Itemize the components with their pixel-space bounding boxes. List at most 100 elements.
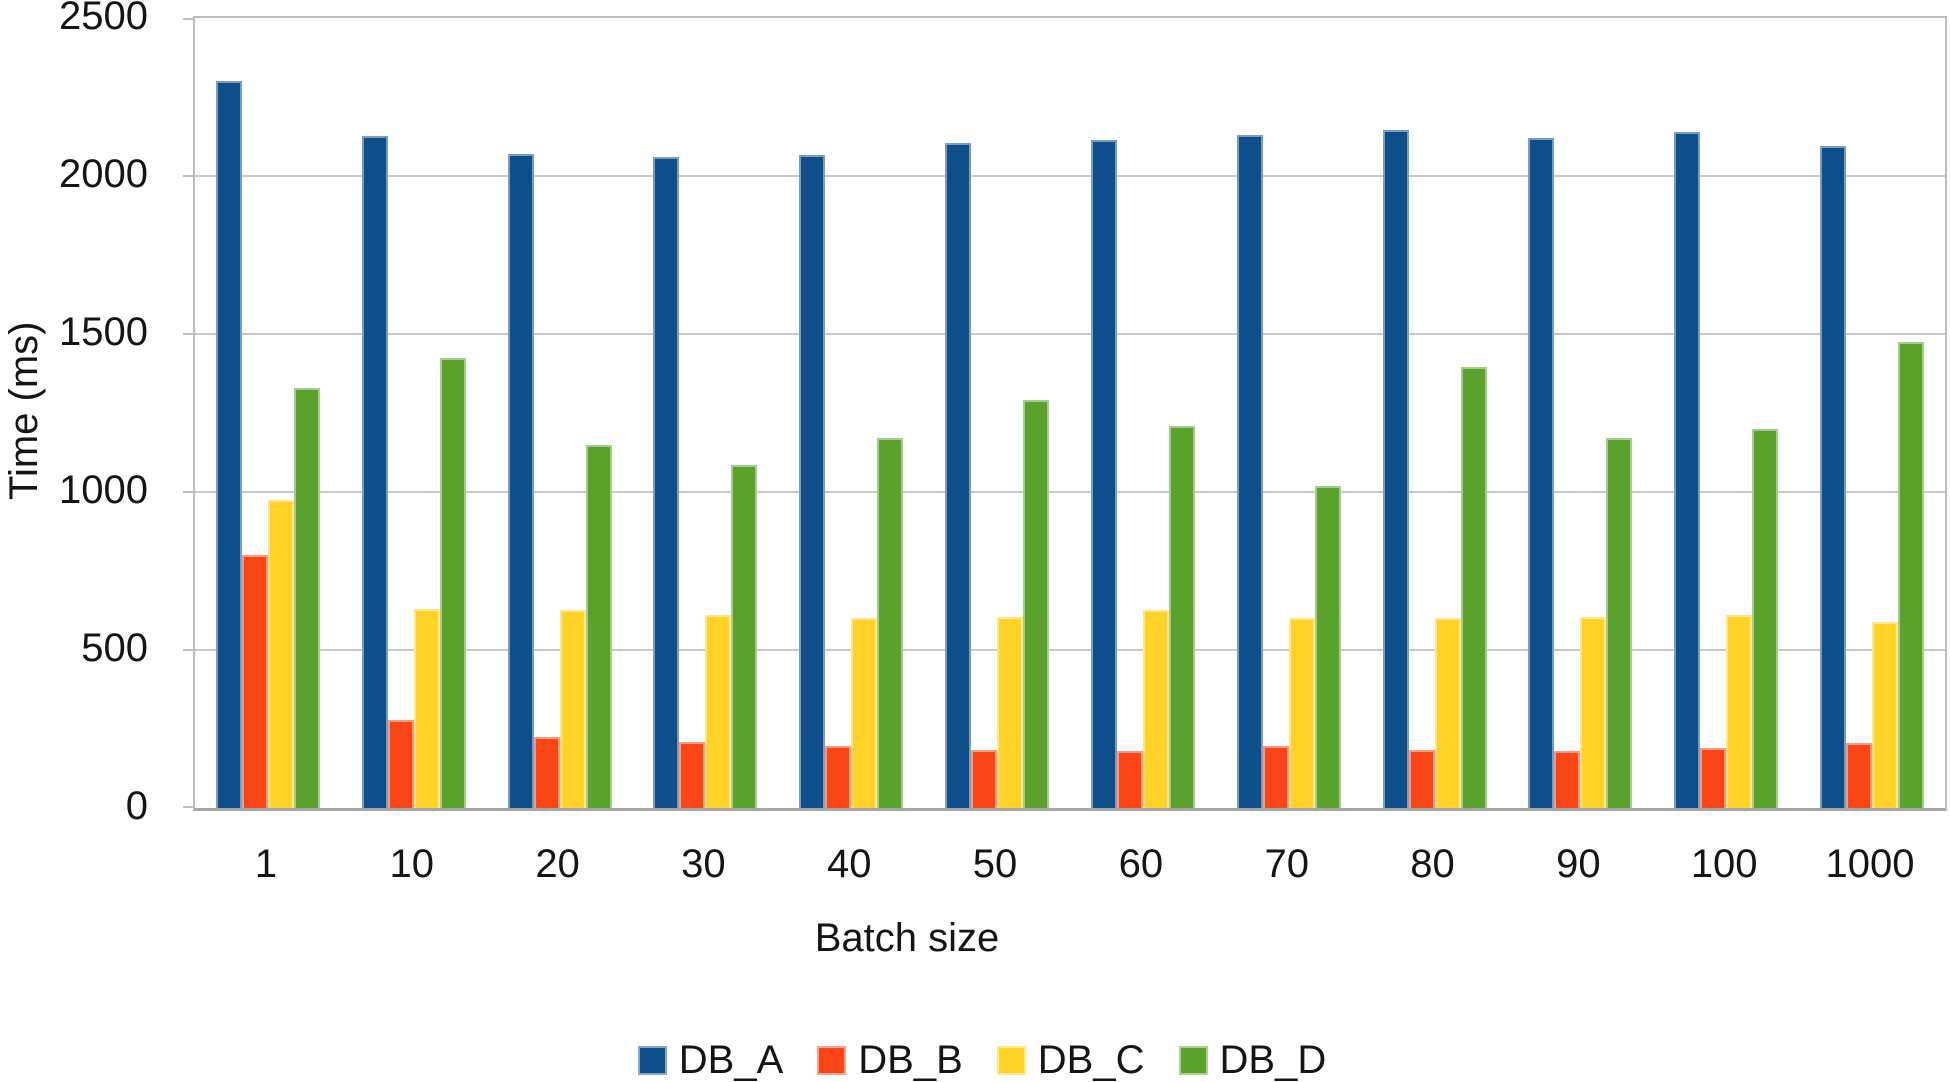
gridline <box>195 649 1945 651</box>
bar-DB_B-100 <box>1700 748 1727 808</box>
bar-DB_D-60 <box>1168 426 1195 808</box>
x-tick-label: 1000 <box>1825 842 1915 886</box>
bar-DB_C-10 <box>413 609 440 808</box>
y-tick-label: 500 <box>81 626 148 670</box>
y-tick-mark <box>183 649 195 651</box>
bar-group-80 <box>1362 18 1508 808</box>
legend-item-DB_D: DB_D <box>1178 1038 1327 1082</box>
bar-DB_D-1000 <box>1898 342 1925 808</box>
bar-DB_B-20 <box>533 737 560 808</box>
bar-DB_A-90 <box>1528 138 1555 808</box>
bar-DB_A-100 <box>1674 132 1701 808</box>
bar-DB_C-80 <box>1434 618 1461 808</box>
bar-group-1 <box>195 18 341 808</box>
bar-DB_A-1000 <box>1820 146 1847 808</box>
legend-item-DB_C: DB_C <box>996 1038 1145 1082</box>
y-tick-label: 2500 <box>59 0 148 38</box>
bar-DB_C-20 <box>559 610 586 808</box>
bar-DB_D-30 <box>731 465 758 808</box>
x-tick-label: 40 <box>826 842 872 886</box>
x-tick-label: 1 <box>254 842 278 886</box>
legend-label: DB_C <box>1037 1038 1145 1082</box>
legend-swatch-icon <box>996 1045 1026 1075</box>
bar-group-60 <box>1070 18 1216 808</box>
bar-DB_B-1000 <box>1846 743 1873 808</box>
bar-DB_B-50 <box>971 750 998 808</box>
bar-DB_A-1 <box>215 81 242 808</box>
y-tick-mark <box>183 806 195 808</box>
legend: DB_A DB_B DB_C DB_D <box>7 1038 1950 1082</box>
x-tick-label: 60 <box>1118 842 1164 886</box>
bar-DB_B-80 <box>1408 750 1435 808</box>
legend-item-DB_B: DB_B <box>817 1038 963 1082</box>
bar-DB_B-70 <box>1262 746 1289 808</box>
bar-group-100 <box>1653 18 1799 808</box>
legend-swatch-icon <box>1178 1045 1208 1075</box>
bar-DB_C-1 <box>267 500 294 808</box>
bar-DB_B-40 <box>825 746 852 808</box>
y-tick-mark <box>183 333 195 335</box>
x-tick-label: 10 <box>389 842 434 886</box>
legend-label: DB_B <box>858 1038 963 1082</box>
bar-DB_A-50 <box>945 143 972 808</box>
bar-DB_B-1 <box>241 555 268 808</box>
bar-DB_C-70 <box>1288 618 1315 808</box>
gridline <box>195 175 1945 177</box>
bar-DB_A-60 <box>1090 140 1117 808</box>
gridline <box>195 491 1945 493</box>
x-tick-label: 30 <box>681 842 726 886</box>
bar-group-40 <box>778 18 924 808</box>
x-axis-title: Batch size <box>814 916 1000 960</box>
bar-DB_C-1000 <box>1872 622 1899 808</box>
bar-DB_B-10 <box>387 720 414 808</box>
gridline <box>195 333 1945 335</box>
bar-DB_B-30 <box>679 742 706 808</box>
bar-group-70 <box>1216 18 1362 808</box>
bar-DB_B-60 <box>1116 751 1143 808</box>
bar-groups <box>195 18 1945 808</box>
bar-DB_A-30 <box>653 157 680 808</box>
legend-swatch-icon <box>817 1045 847 1075</box>
bar-group-1000 <box>1799 18 1945 808</box>
bar-DB_A-10 <box>361 136 388 808</box>
bar-DB_B-90 <box>1554 751 1581 808</box>
bar-DB_C-60 <box>1142 610 1169 808</box>
x-tick-label: 80 <box>1410 842 1455 886</box>
bar-group-10 <box>341 18 487 808</box>
bar-DB_A-40 <box>799 155 826 808</box>
bar-DB_A-80 <box>1382 130 1409 808</box>
legend-item-DB_A: DB_A <box>637 1038 783 1082</box>
y-tick-label: 1500 <box>59 310 148 354</box>
y-tick-mark <box>183 175 195 177</box>
bar-DB_C-100 <box>1726 615 1753 808</box>
bar-DB_D-10 <box>439 358 466 808</box>
bar-DB_C-90 <box>1580 617 1607 808</box>
bar-group-90 <box>1507 18 1653 808</box>
legend-swatch-icon <box>637 1045 667 1075</box>
bar-DB_C-50 <box>997 617 1024 808</box>
bar-group-50 <box>924 18 1070 808</box>
bar-DB_A-20 <box>507 154 534 808</box>
bar-DB_D-70 <box>1314 486 1341 808</box>
x-tick-label: 100 <box>1690 842 1758 886</box>
bar-DB_D-40 <box>877 438 904 808</box>
bar-DB_D-80 <box>1460 367 1487 808</box>
bar-DB_D-90 <box>1606 438 1633 808</box>
x-tick-label: 90 <box>1556 842 1601 886</box>
bar-DB_C-40 <box>851 618 878 808</box>
bar-DB_D-50 <box>1023 400 1050 808</box>
bar-group-20 <box>487 18 633 808</box>
x-axis-tick-labels: 1 10 20 30 40 50 60 70 80 90 100 1000 <box>193 841 1943 887</box>
x-tick-label: 50 <box>972 842 1018 886</box>
bar-DB_C-30 <box>705 615 732 808</box>
y-tick-label: 2000 <box>59 152 148 196</box>
x-tick-label: 70 <box>1264 842 1309 886</box>
plot-area <box>183 16 1947 811</box>
bar-DB_D-20 <box>585 445 612 808</box>
bar-DB_D-100 <box>1752 429 1779 808</box>
bar-DB_A-70 <box>1236 135 1263 808</box>
y-tick-label: 1000 <box>59 468 148 512</box>
legend-label: DB_D <box>1219 1038 1327 1082</box>
bar-group-30 <box>632 18 778 808</box>
